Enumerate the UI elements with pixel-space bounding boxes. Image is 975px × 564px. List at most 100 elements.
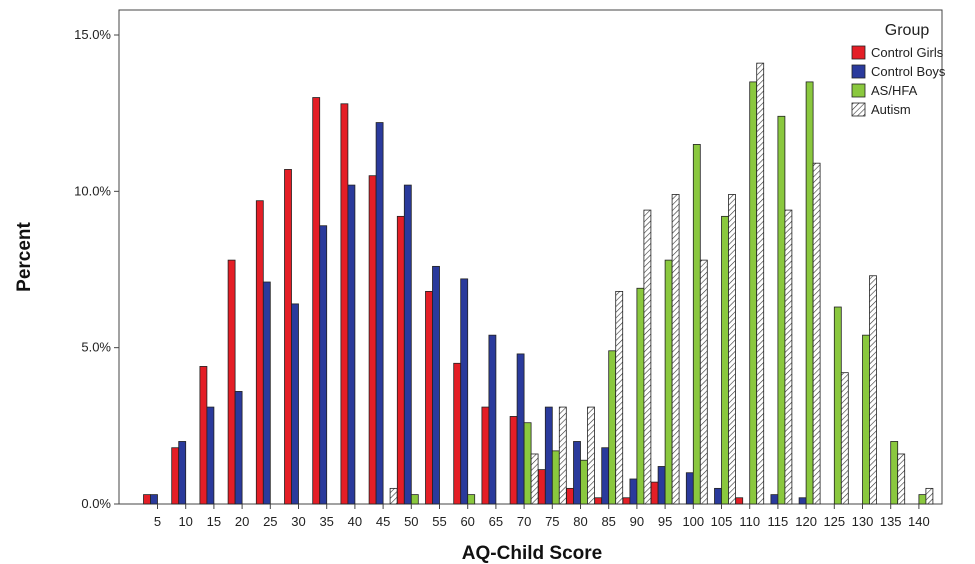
bar-autism-115 xyxy=(784,209,793,505)
x-tick-label: 50 xyxy=(404,514,418,529)
x-tick-label: 80 xyxy=(573,514,587,529)
bar-autism-105 xyxy=(728,194,736,505)
x-tick-label: 25 xyxy=(263,514,277,529)
bar-autism-80 xyxy=(587,406,595,505)
x-tick-label: 115 xyxy=(768,514,789,529)
legend-label: Autism xyxy=(871,102,911,117)
x-tick-label: 130 xyxy=(852,514,874,529)
x-tick-label: 60 xyxy=(460,514,474,529)
bar-control-boys-30 xyxy=(291,303,299,505)
bar-control-boys-70 xyxy=(516,353,525,505)
x-tick-label: 5 xyxy=(154,514,161,529)
bar-control-boys-20 xyxy=(234,391,243,505)
legend: Group Control Girls Control Boys AS/HFA Aut… xyxy=(851,22,946,117)
bar-control-boys-60 xyxy=(460,278,469,505)
x-tick-label: 20 xyxy=(235,514,249,529)
x-tick-label: 30 xyxy=(291,514,305,529)
x-tick-label: 105 xyxy=(711,514,733,529)
x-tick-label: 10 xyxy=(178,514,192,529)
bar-control-girls-85 xyxy=(594,497,603,505)
bar-control-boys-50 xyxy=(403,184,412,505)
x-tick-label: 70 xyxy=(517,514,531,529)
bar-autism-85 xyxy=(615,290,624,505)
y-tick-label: 5.0% xyxy=(81,340,111,355)
bar-control-boys-65 xyxy=(488,334,497,505)
bar-control-girls-40 xyxy=(340,103,349,505)
bar-as-hfa-90 xyxy=(636,287,645,505)
x-axis-title: AQ-Child Score xyxy=(462,543,602,564)
bar-control-boys-100 xyxy=(685,472,694,505)
x-tick-label: 140 xyxy=(908,514,930,529)
bar-autism-130 xyxy=(869,275,877,505)
bar-as-hfa-110 xyxy=(749,81,758,505)
bar-control-boys-25 xyxy=(262,281,271,505)
x-tick-label: 65 xyxy=(489,514,503,529)
legend-swatch xyxy=(851,83,866,98)
x-tick-label: 15 xyxy=(207,514,221,529)
bar-autism-100 xyxy=(699,259,708,505)
legend-swatch xyxy=(851,45,866,60)
bar-control-girls-30 xyxy=(284,169,292,505)
bar-as-hfa-50 xyxy=(410,494,419,505)
x-axis: 5 10 15 20 25 30 35 40 45 50 55 60 65 70 75 80 85 90 95 100… xyxy=(154,504,930,529)
bar-control-girls-25 xyxy=(255,200,264,505)
bar-control-boys-40 xyxy=(347,184,356,505)
bar-control-girls-50 xyxy=(396,215,405,505)
bar-autism-95 xyxy=(671,194,680,505)
bar-as-hfa-85 xyxy=(608,350,617,505)
bar-control-girls-5 xyxy=(143,494,151,505)
bar-as-hfa-140 xyxy=(918,494,927,505)
bar-autism-75 xyxy=(558,406,567,505)
legend-label: AS/HFA xyxy=(871,83,918,98)
bar-control-boys-5 xyxy=(150,494,158,505)
bar-as-hfa-80 xyxy=(580,459,588,505)
bar-autism-70 xyxy=(530,453,539,505)
legend-title: Group xyxy=(885,22,930,39)
y-axis: 0.0% 5.0% 10.0% 15.0% xyxy=(74,27,119,511)
bar-as-hfa-70 xyxy=(523,422,532,505)
bar-autism-110 xyxy=(756,62,765,505)
bar-control-girls-35 xyxy=(312,97,321,505)
x-tick-label: 35 xyxy=(319,514,333,529)
y-tick-label: 10.0% xyxy=(74,183,111,198)
bar-control-boys-120 xyxy=(798,497,807,505)
bar-as-hfa-60 xyxy=(467,494,476,505)
bars-group xyxy=(143,62,934,505)
x-tick-label: 45 xyxy=(376,514,390,529)
bar-control-girls-70 xyxy=(509,416,518,505)
bar-autism-135 xyxy=(897,453,906,505)
x-tick-label: 90 xyxy=(630,514,644,529)
y-tick-label: 15.0% xyxy=(74,27,111,42)
bar-control-girls-55 xyxy=(425,290,433,505)
bar-control-boys-55 xyxy=(432,265,440,505)
bar-control-boys-95 xyxy=(657,466,666,505)
bar-control-girls-90 xyxy=(622,497,631,505)
bar-control-girls-60 xyxy=(453,362,462,505)
bar-control-boys-45 xyxy=(375,122,384,505)
bar-as-hfa-130 xyxy=(862,334,870,505)
bar-control-boys-80 xyxy=(573,441,581,505)
bar-control-boys-90 xyxy=(629,478,638,505)
legend-swatch xyxy=(851,102,866,117)
bar-control-girls-20 xyxy=(227,259,236,505)
legend-swatch xyxy=(851,64,866,79)
x-tick-label: 75 xyxy=(545,514,559,529)
bar-control-boys-15 xyxy=(206,406,215,505)
bar-control-girls-75 xyxy=(537,469,546,505)
bar-as-hfa-95 xyxy=(664,259,673,505)
bar-autism-45 xyxy=(389,487,398,505)
bar-control-boys-10 xyxy=(178,441,187,505)
x-tick-label: 95 xyxy=(658,514,672,529)
bar-control-boys-85 xyxy=(601,447,610,505)
bar-control-girls-80 xyxy=(566,487,574,505)
bar-control-boys-115 xyxy=(770,494,779,505)
x-tick-label: 120 xyxy=(795,514,817,529)
bar-control-girls-45 xyxy=(368,175,377,505)
legend-label: Control Girls xyxy=(871,45,944,60)
bar-control-girls-110 xyxy=(735,497,744,505)
x-tick-label: 40 xyxy=(348,514,362,529)
x-tick-label: 100 xyxy=(682,514,704,529)
x-tick-label: 110 xyxy=(739,514,760,529)
legend-label: Control Boys xyxy=(871,64,946,79)
